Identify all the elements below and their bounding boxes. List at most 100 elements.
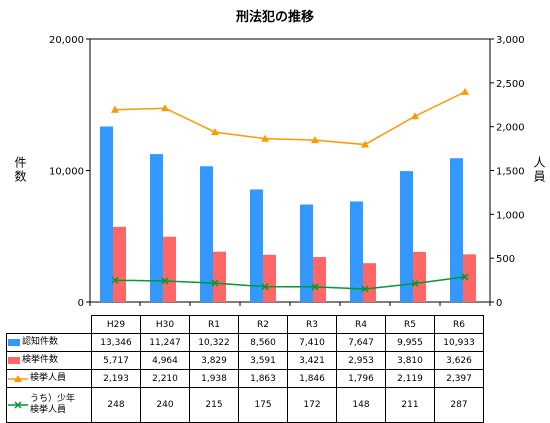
- data-label: 287: [434, 387, 484, 423]
- data-label: 240: [140, 387, 190, 423]
- data-label: 4,964: [140, 351, 190, 370]
- bar-ninchi: [450, 158, 463, 302]
- y-right-tick-label: 2,500: [496, 79, 525, 90]
- bar-ninchi: [200, 166, 213, 302]
- point-kenkyo-jinin: [311, 136, 319, 144]
- y-right-tick-label: 1,500: [496, 167, 525, 178]
- data-label: 13,346: [91, 333, 141, 352]
- data-label: 3,810: [385, 351, 435, 370]
- bar-kenkyo-kensu: [163, 236, 176, 302]
- data-label: 11,247: [140, 333, 190, 352]
- bar-kenkyo-kensu: [113, 226, 126, 302]
- bar-ninchi: [400, 171, 413, 302]
- data-label: 2,953: [336, 351, 386, 370]
- x-tick-label: R1: [189, 315, 239, 334]
- data-label: 211: [385, 387, 435, 423]
- legend-label: うち）少年 検挙人員: [30, 394, 76, 415]
- legend-entry: うち）少年 検挙人員: [6, 387, 92, 423]
- data-label: 2,193: [91, 369, 141, 388]
- x-tick-label: R3: [287, 315, 337, 334]
- point-shonen: [461, 273, 469, 281]
- data-label: 172: [287, 387, 337, 423]
- y-right-tick-label: 2,000: [496, 123, 525, 134]
- line-kenkyo-jinin: [114, 91, 466, 146]
- point-shonen: [361, 285, 369, 293]
- point-kenkyo-jinin: [361, 140, 369, 148]
- point-shonen: [211, 279, 219, 287]
- table-row: 検挙人員 2,193 2,210 1,938 1,863 1,846 1,796 2,119 2…: [6, 369, 484, 388]
- bar-kenkyo-kensu: [363, 263, 376, 302]
- point-shonen: [311, 283, 319, 291]
- bar-kenkyo-kensu: [213, 251, 226, 302]
- table-row: 認知件数 13,346 11,247 10,322 8,560 7,410 7,647 9,9…: [6, 333, 484, 352]
- bar-ninchi: [100, 126, 113, 303]
- line-shonen: [114, 276, 466, 290]
- data-label: 10,322: [189, 333, 239, 352]
- legend-key: [8, 357, 20, 364]
- data-label: 175: [238, 387, 288, 423]
- data-label: 8,560: [238, 333, 288, 352]
- legend-entry: 認知件数: [6, 333, 92, 352]
- point-shonen: [261, 283, 269, 291]
- point-kenkyo-jinin: [111, 105, 119, 113]
- bar-ninchi: [300, 204, 313, 302]
- x-tick-label: R5: [385, 315, 435, 334]
- x-tick-label: R2: [238, 315, 288, 334]
- table-row: うち）少年 検挙人員 248 240 215 175 172 148 211 287: [6, 387, 484, 423]
- data-label: 1,938: [189, 369, 239, 388]
- x-tick-label: R6: [434, 315, 484, 334]
- bar-kenkyo-kensu: [463, 254, 476, 302]
- x-tick-label: R4: [336, 315, 386, 334]
- data-label: 248: [91, 387, 141, 423]
- legend-label: 検挙人員: [30, 373, 67, 383]
- data-label: 1,846: [287, 369, 337, 388]
- data-label: 1,863: [238, 369, 288, 388]
- y-left-tick-label: 10,000: [49, 167, 84, 178]
- bar-ninchi: [150, 154, 163, 302]
- data-label: 2,119: [385, 369, 435, 388]
- y-right-tick-label: 3,000: [496, 35, 525, 46]
- data-table: H29 H30 R1 R2 R3 R4 R5 R6 認知件数 13,346 11,247 10,322…: [6, 315, 484, 423]
- y-left-tick-label: 20,000: [49, 35, 84, 46]
- bar-ninchi: [350, 201, 363, 302]
- legend-key: [8, 374, 28, 382]
- data-label: 3,591: [238, 351, 288, 370]
- point-shonen: [411, 279, 419, 288]
- bar-kenkyo-kensu: [413, 251, 426, 302]
- legend-key: [8, 339, 20, 346]
- table-header-row: H29 H30 R1 R2 R3 R4 R5 R6: [7, 315, 484, 334]
- legend-entry: 検挙件数: [6, 351, 92, 370]
- data-label: 148: [336, 387, 386, 423]
- x-tick-label: H29: [91, 315, 141, 334]
- legend-label: 検挙件数: [22, 355, 59, 365]
- data-label: 2,397: [434, 369, 484, 388]
- data-label: 7,647: [336, 333, 386, 352]
- legend-label: 認知件数: [22, 337, 59, 347]
- point-shonen: [161, 277, 169, 285]
- bar-kenkyo-kensu: [263, 254, 276, 302]
- y-right-tick-label: 1,000: [496, 210, 525, 221]
- data-label: 7,410: [287, 333, 337, 352]
- data-label: 9,955: [385, 333, 435, 352]
- y-right-tick-label: 500: [496, 254, 515, 265]
- data-label: 1,796: [336, 369, 386, 388]
- x-tick-label: H30: [140, 315, 190, 334]
- data-label: 10,933: [434, 333, 484, 352]
- data-label: 5,717: [91, 351, 141, 370]
- y-left-tick-label: 0: [78, 298, 84, 309]
- legend-key: [8, 401, 28, 409]
- point-kenkyo-jinin: [161, 104, 169, 112]
- point-shonen: [111, 276, 119, 284]
- point-kenkyo-jinin: [261, 134, 269, 142]
- point-kenkyo-jinin: [411, 112, 419, 120]
- table-row: 検挙件数 5,717 4,964 3,829 3,591 3,421 2,953 3,810 3…: [6, 351, 484, 370]
- bar-ninchi: [250, 189, 263, 302]
- y-right-tick-label: 0: [496, 298, 502, 309]
- data-label: 3,829: [189, 351, 239, 370]
- data-label: 2,210: [140, 369, 190, 388]
- legend-entry: 検挙人員: [6, 369, 92, 388]
- y-axis-left-label: 件数: [13, 156, 27, 184]
- data-label: 3,421: [287, 351, 337, 370]
- chart-plot: 0 10,000 20,000 0 500 1,000 1,500 2,000 2,500 3,0…: [49, 35, 525, 309]
- data-label: 215: [189, 387, 239, 423]
